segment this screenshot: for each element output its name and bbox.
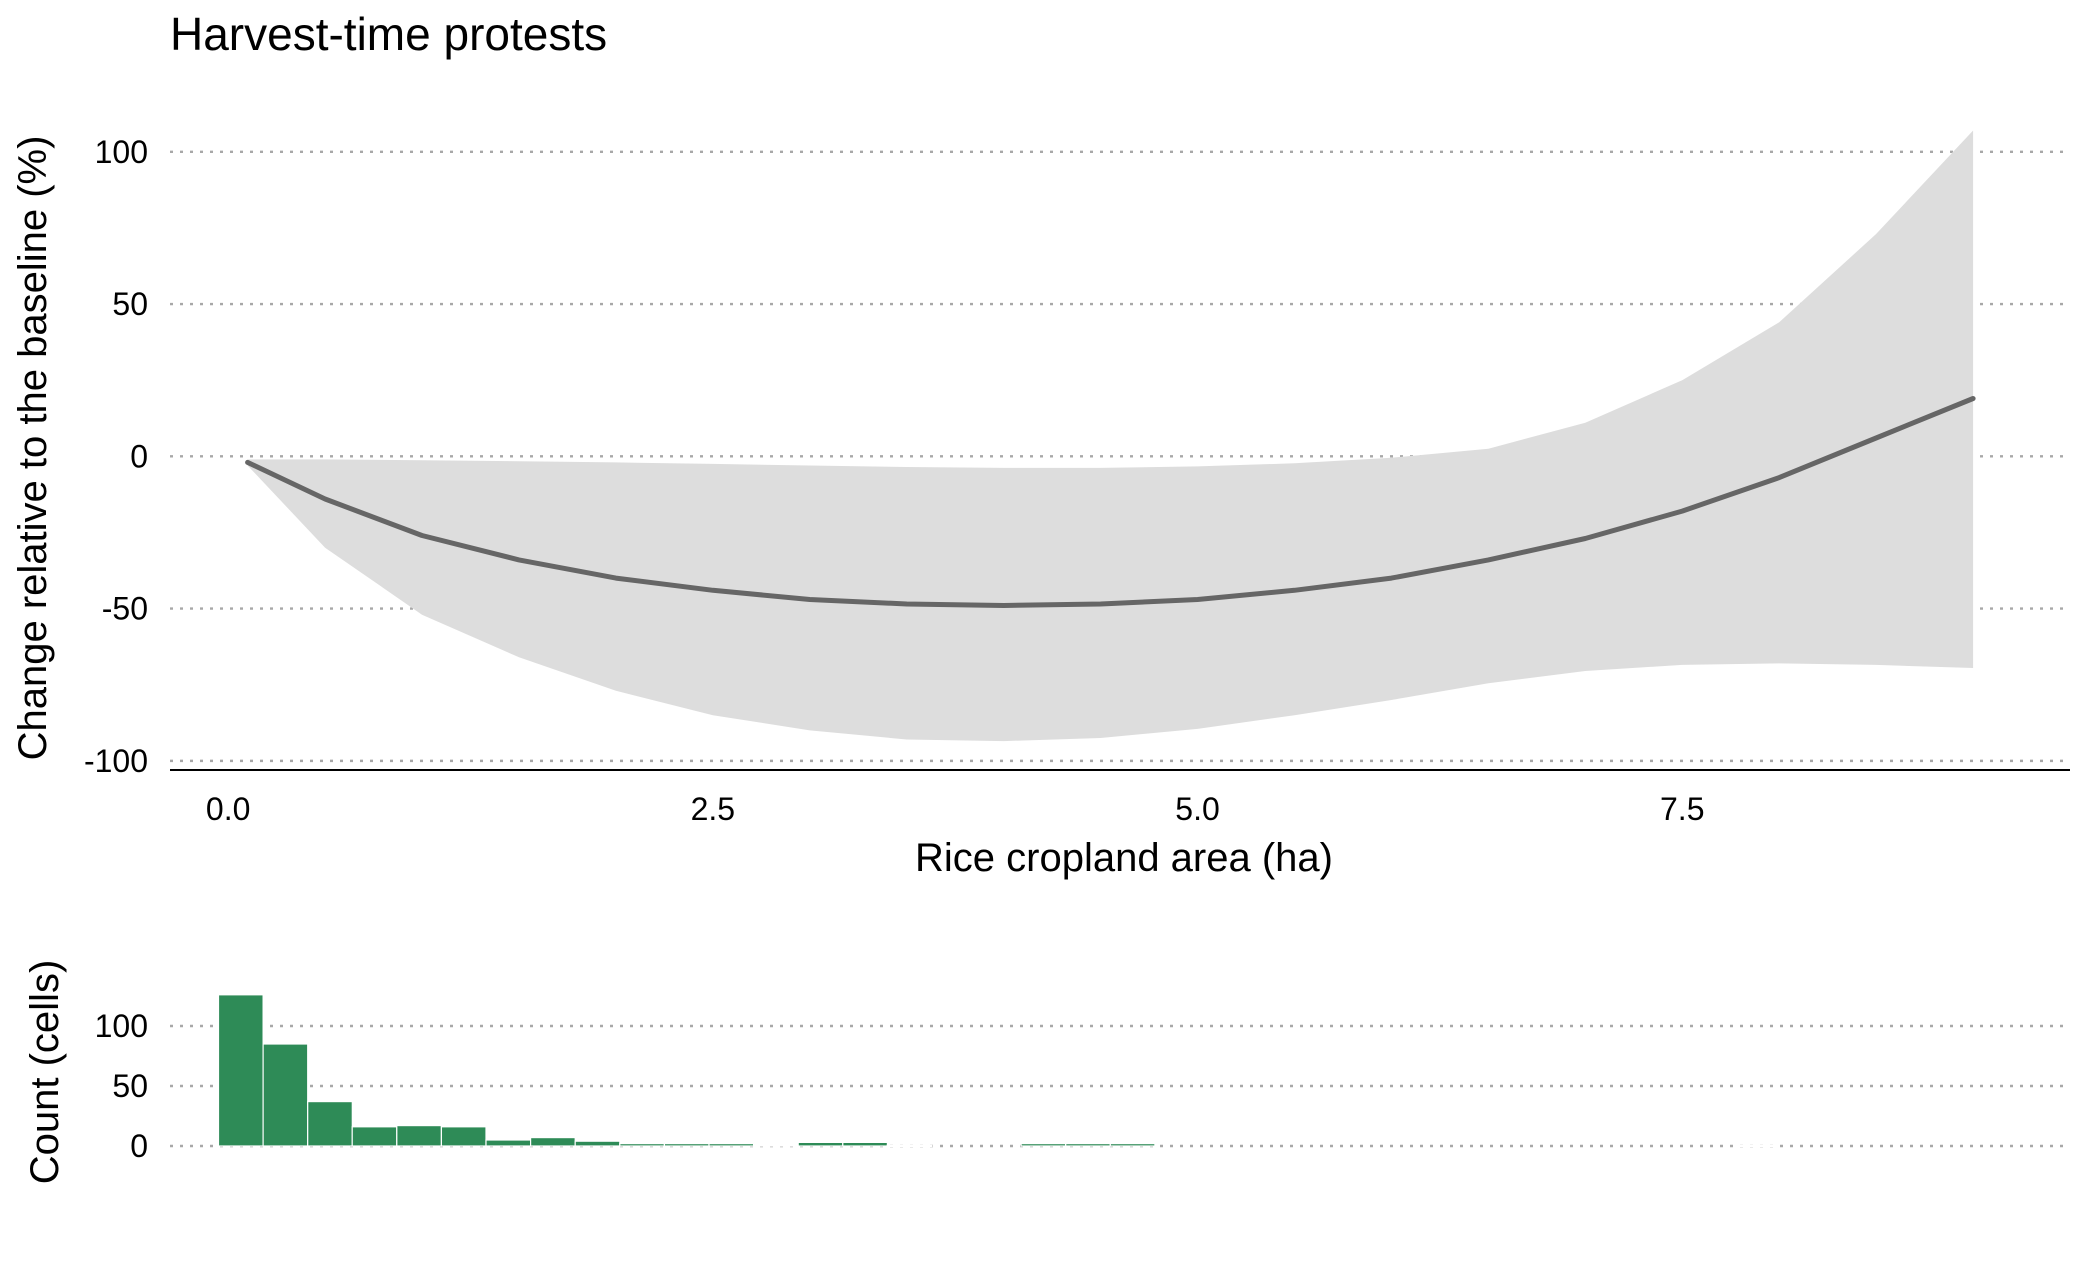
x-axis-label: Rice cropland area (ha) xyxy=(915,836,1333,880)
x-tick-label: 7.5 xyxy=(1660,791,1704,827)
histogram-bar xyxy=(440,1126,487,1147)
histogram-bar xyxy=(485,1139,532,1147)
y-tick-label: -100 xyxy=(84,743,148,779)
x-tick-label: 2.5 xyxy=(691,791,735,827)
histogram-y-tick-label: 100 xyxy=(95,1008,148,1044)
histogram-y-tick-label: 0 xyxy=(130,1128,148,1164)
x-tick-label: 5.0 xyxy=(1175,791,1219,827)
effect-panel: 100 50 0 -50 -100 0.0 2.5 5.0 7.5 xyxy=(84,130,2070,827)
histogram-bar xyxy=(529,1136,576,1147)
histogram-bar xyxy=(1109,1142,1156,1147)
confidence-band xyxy=(247,130,1974,742)
y-axis-label: Change relative to the baseline (%) xyxy=(11,136,55,761)
histogram-bar xyxy=(396,1124,442,1147)
histogram-bar xyxy=(797,1141,844,1147)
x-tick-label: 0.0 xyxy=(206,791,250,827)
histogram-bar xyxy=(1065,1142,1111,1147)
histogram-bar xyxy=(262,1043,309,1147)
y-tick-label: 50 xyxy=(112,286,148,322)
chart-title: Harvest-time protests xyxy=(170,8,607,60)
histogram-bar xyxy=(217,994,264,1147)
y-tick-label: -50 xyxy=(102,591,148,627)
histogram-bar xyxy=(574,1140,621,1147)
histogram-bar xyxy=(708,1142,755,1147)
histogram-bar xyxy=(619,1142,665,1147)
histogram-bar xyxy=(1020,1142,1067,1147)
histogram-bar xyxy=(351,1126,398,1147)
histogram-bar xyxy=(1733,1144,1780,1148)
histogram-y-axis-label: Count (cells) xyxy=(23,960,67,1185)
y-tick-label: 100 xyxy=(95,134,148,170)
histogram-bar xyxy=(886,1144,933,1148)
effect-line xyxy=(245,396,1976,608)
histogram-bar xyxy=(663,1142,710,1147)
histogram-bar xyxy=(842,1141,888,1147)
histogram-bar xyxy=(752,1144,799,1147)
histogram-y-tick-label: 50 xyxy=(112,1068,148,1104)
histogram-panel: 100 50 0 xyxy=(95,994,2070,1164)
y-tick-label: 0 xyxy=(130,438,148,474)
histogram-bar xyxy=(307,1100,353,1147)
